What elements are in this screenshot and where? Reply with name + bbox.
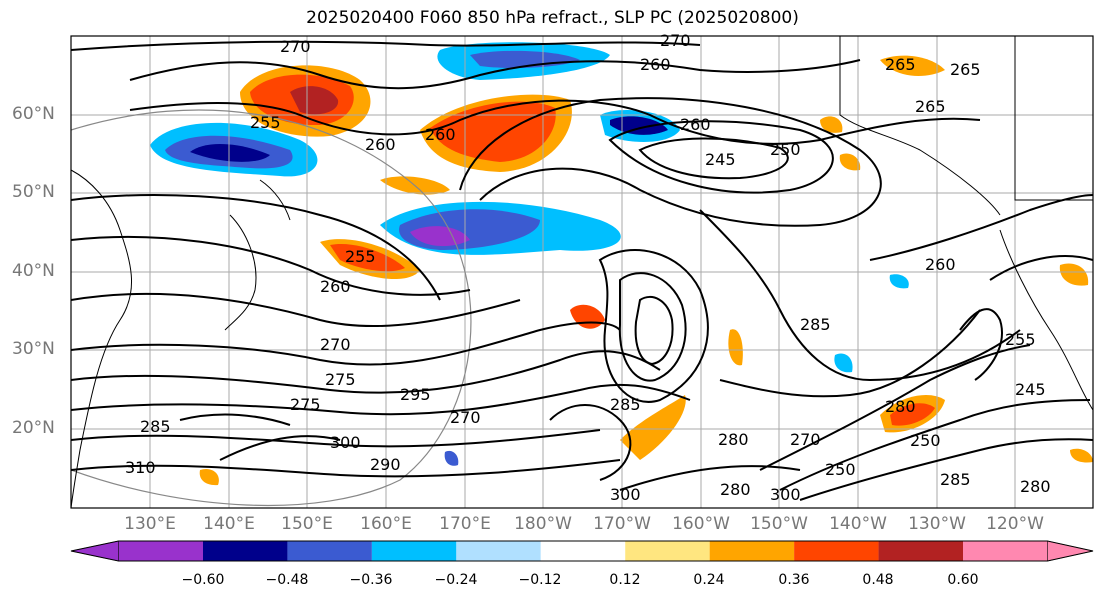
contour-label: 290: [370, 455, 401, 474]
contour-label: 260: [925, 255, 956, 274]
contour-label: 265: [915, 97, 946, 116]
contour-label: 310: [125, 458, 156, 477]
lon-label-170w: 170°W: [593, 514, 651, 534]
contour-label: 300: [610, 485, 641, 504]
lon-label-130e: 130°E: [124, 514, 176, 534]
lat-label-40n: 40°N: [12, 261, 55, 281]
contour-label: 260: [425, 125, 456, 144]
lon-label-160e: 160°E: [360, 514, 412, 534]
lon-label-160w: 160°W: [672, 514, 730, 534]
lon-label-150w: 150°W: [750, 514, 808, 534]
contour-label: 300: [330, 433, 361, 452]
lon-label-150e: 150°E: [281, 514, 333, 534]
coastlines: [71, 36, 1093, 508]
contour-label: 260: [365, 135, 396, 154]
map-frame: [70, 35, 1094, 509]
contour-label: 285: [800, 315, 831, 334]
projection-outline: [71, 109, 472, 507]
contour-label: 255: [250, 113, 281, 132]
colorbar-tick: −0.24: [434, 572, 478, 588]
contour-label: 275: [290, 395, 321, 414]
contour-label: 280: [720, 480, 751, 499]
contour-label: 270: [660, 31, 691, 50]
contour-label: 265: [885, 55, 916, 74]
lon-label-130w: 130°W: [908, 514, 966, 534]
lon-label-140w: 140°W: [829, 514, 887, 534]
lon-label-180w: 180°W: [514, 514, 572, 534]
lon-label-140e: 140°E: [203, 514, 255, 534]
contour-label: 280: [718, 430, 749, 449]
contour-label: 285: [610, 395, 641, 414]
contour-label: 285: [140, 417, 171, 436]
colorbar-tick: −0.60: [181, 572, 225, 588]
contour-label: 280: [1020, 477, 1051, 496]
lat-label-50n: 50°N: [12, 182, 55, 202]
contour-label: 270: [320, 335, 351, 354]
contour-label: 285: [940, 470, 971, 489]
contour-label: 260: [640, 55, 671, 74]
lon-label-120w: 120°W: [986, 514, 1044, 534]
contour-labels: 270 270 260 265 265 265 255 260 260 245 …: [125, 31, 1051, 504]
contour-label: 300: [770, 485, 801, 504]
contour-label: 280: [885, 397, 916, 416]
contour-label: 250: [770, 140, 801, 159]
contour-label: 245: [1015, 380, 1046, 399]
map-title: 2025020400 F060 850 hPa refract., SLP PC…: [306, 8, 799, 28]
contour-label: 250: [825, 460, 856, 479]
slp-contours: [71, 40, 1093, 501]
colorbar-tick: 0.48: [862, 572, 894, 588]
contour-label: 270: [790, 430, 821, 449]
contour-label: 260: [320, 277, 351, 296]
lat-label-30n: 30°N: [12, 339, 55, 359]
colorbar-tick: −0.36: [349, 572, 393, 588]
colorbar-tick: 0.24: [693, 572, 725, 588]
contour-label: 270: [280, 37, 311, 56]
lat-label-60n: 60°N: [12, 104, 55, 124]
contour-label: 245: [705, 150, 736, 169]
colorbar-tick: 0.12: [609, 572, 641, 588]
contour-label: 250: [910, 431, 941, 450]
colorbar-tick: −0.12: [518, 572, 562, 588]
contour-label: 275: [325, 370, 356, 389]
contour-label: 295: [400, 385, 431, 404]
colorbar-tick: 0.36: [778, 572, 810, 588]
contour-label: 270: [450, 408, 481, 427]
contour-label: 255: [1005, 330, 1036, 349]
lat-label-20n: 20°N: [12, 418, 55, 438]
contour-label: 260: [680, 115, 711, 134]
colorbar-tick: −0.48: [265, 572, 309, 588]
contour-label: 265: [950, 60, 981, 79]
lon-label-170e: 170°E: [439, 514, 491, 534]
colorbar-tick: 0.60: [947, 572, 979, 588]
contour-label: 255: [345, 247, 376, 266]
